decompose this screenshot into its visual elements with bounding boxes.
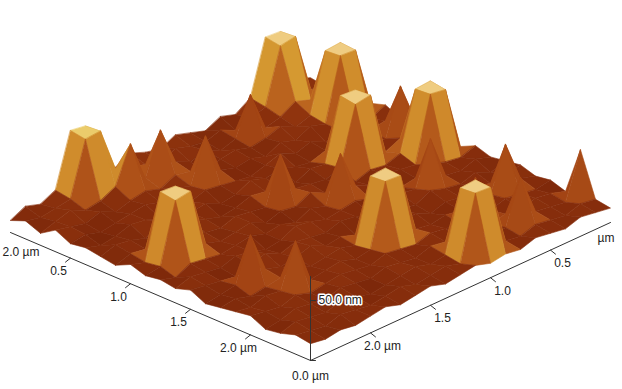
svg-text:1.5: 1.5 — [434, 311, 451, 325]
svg-text:2.0 µm: 2.0 µm — [364, 339, 401, 353]
svg-text:1.5: 1.5 — [170, 315, 187, 329]
svg-text:1.0: 1.0 — [110, 290, 127, 304]
svg-text:2.0 µm: 2.0 µm — [220, 341, 257, 355]
svg-text:50.0 nm: 50.0 nm — [319, 293, 362, 307]
svg-text:2.0 µm: 2.0 µm — [3, 245, 40, 259]
svg-text:0.5: 0.5 — [554, 256, 571, 270]
svg-text:µm: µm — [598, 231, 615, 245]
svg-text:1.0: 1.0 — [494, 284, 511, 298]
svg-text:0.5: 0.5 — [50, 264, 67, 278]
svg-text:0.0 µm: 0.0 µm — [292, 369, 329, 383]
